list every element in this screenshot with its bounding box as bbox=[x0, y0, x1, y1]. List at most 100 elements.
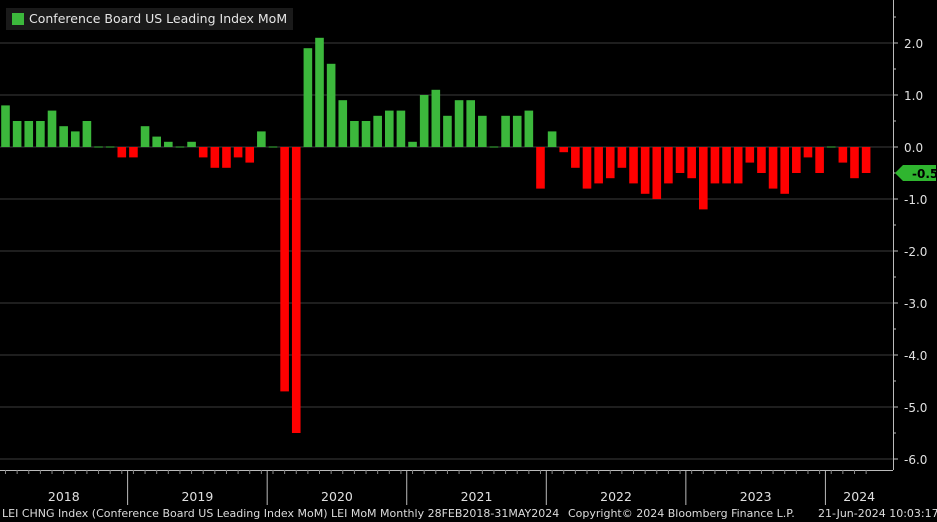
bar bbox=[187, 141, 196, 147]
bar bbox=[629, 147, 638, 184]
bar bbox=[757, 147, 766, 173]
bar bbox=[582, 147, 592, 189]
bar bbox=[803, 147, 813, 158]
legend-swatch bbox=[12, 12, 24, 25]
bar bbox=[710, 147, 720, 184]
bar bbox=[245, 147, 255, 163]
x-year-label: 2019 bbox=[181, 489, 213, 504]
legend: Conference Board US Leading Index MoM bbox=[6, 8, 294, 30]
bar bbox=[129, 147, 138, 158]
bar bbox=[687, 147, 696, 179]
bar bbox=[594, 147, 603, 184]
bar bbox=[12, 121, 22, 147]
bar-chart: 2.0 1.0 0.0 -1.0 -2.0 -3.0 -4.0 -5.0 -6.0 2018 201… bbox=[0, 0, 937, 505]
bar bbox=[466, 100, 475, 147]
x-year-label: 2022 bbox=[600, 489, 632, 504]
bar bbox=[396, 110, 406, 147]
bar bbox=[861, 147, 871, 173]
y-tick-label: -2.0 bbox=[904, 245, 927, 259]
bar bbox=[384, 110, 394, 147]
y-tick-label: 2.0 bbox=[904, 37, 923, 51]
bar bbox=[222, 147, 231, 168]
bar bbox=[571, 147, 580, 168]
bar bbox=[780, 147, 790, 194]
bar bbox=[140, 126, 150, 147]
y-tick-label: -1.0 bbox=[904, 193, 927, 207]
bar bbox=[338, 100, 348, 147]
bar bbox=[652, 147, 662, 199]
bar bbox=[175, 146, 185, 148]
bar bbox=[559, 147, 569, 153]
bar bbox=[350, 121, 359, 147]
bar bbox=[36, 121, 45, 147]
bar bbox=[699, 147, 708, 210]
bar bbox=[512, 115, 522, 147]
footer-copyright: Copyright© 2024 Bloomberg Finance L.P. bbox=[568, 507, 795, 520]
bar bbox=[326, 63, 336, 147]
y-tick-label: 0.0 bbox=[904, 141, 923, 155]
bar bbox=[47, 110, 57, 147]
y-tick-label: 1.0 bbox=[904, 89, 923, 103]
x-year-label: 2018 bbox=[48, 489, 80, 504]
footer-source: LEI CHNG Index (Conference Board US Lead… bbox=[2, 507, 560, 520]
bar bbox=[1, 105, 10, 147]
footer-timestamp: 21-Jun-2024 10:03:17 bbox=[818, 507, 937, 520]
bar bbox=[617, 147, 627, 168]
bar bbox=[443, 115, 452, 147]
bar bbox=[722, 147, 731, 184]
bar bbox=[59, 126, 68, 147]
y-tick-label: -6.0 bbox=[904, 453, 927, 467]
x-year-label: 2024 bbox=[843, 489, 875, 504]
bar bbox=[82, 121, 92, 147]
x-year-label: 2020 bbox=[321, 489, 353, 504]
bar bbox=[768, 147, 778, 189]
bar bbox=[536, 147, 545, 189]
bar bbox=[24, 121, 34, 147]
bar bbox=[164, 141, 173, 147]
bar bbox=[233, 147, 243, 158]
bar bbox=[826, 146, 836, 148]
bar bbox=[117, 147, 127, 158]
bar bbox=[257, 131, 266, 147]
y-tick-label: -5.0 bbox=[904, 401, 927, 415]
bar bbox=[640, 147, 650, 194]
bar bbox=[664, 147, 673, 184]
bar bbox=[547, 131, 557, 147]
bar bbox=[361, 121, 371, 147]
bar bbox=[792, 147, 801, 173]
last-value-label: -0.5 bbox=[912, 167, 937, 181]
bar bbox=[850, 147, 859, 179]
bar bbox=[268, 146, 278, 148]
bar bbox=[524, 110, 534, 147]
bar bbox=[70, 131, 80, 147]
x-year-label: 2023 bbox=[740, 489, 772, 504]
y-tick-label: -4.0 bbox=[904, 349, 927, 363]
bar bbox=[733, 147, 743, 184]
y-tick-label: -3.0 bbox=[904, 297, 927, 311]
bar bbox=[815, 147, 824, 173]
bar bbox=[280, 147, 289, 392]
bar bbox=[198, 147, 208, 158]
bar bbox=[745, 147, 755, 163]
bar bbox=[373, 115, 382, 147]
bar bbox=[152, 136, 161, 147]
bar bbox=[431, 89, 441, 147]
bar bbox=[454, 100, 464, 147]
last-value-marker bbox=[895, 165, 936, 181]
bar bbox=[501, 115, 510, 147]
bar bbox=[838, 147, 848, 163]
footer: LEI CHNG Index (Conference Board US Lead… bbox=[0, 505, 937, 522]
bar bbox=[675, 147, 685, 173]
bar bbox=[408, 141, 417, 147]
bar bbox=[419, 95, 429, 147]
bar bbox=[105, 146, 115, 148]
x-year-label: 2021 bbox=[461, 489, 493, 504]
bar bbox=[210, 147, 220, 168]
bar bbox=[303, 48, 313, 148]
bar bbox=[605, 147, 615, 179]
bar bbox=[489, 146, 499, 148]
bar bbox=[478, 115, 487, 147]
bar bbox=[315, 37, 324, 147]
bar bbox=[94, 146, 103, 148]
